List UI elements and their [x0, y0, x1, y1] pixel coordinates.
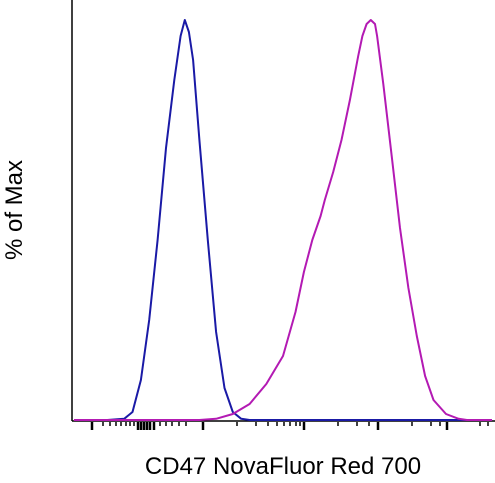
- series-line-0: [74, 19, 492, 421]
- x-axis-label: CD47 NovaFluor Red 700: [145, 453, 421, 480]
- plot-area: [71, 0, 495, 430]
- y-axis-label: % of Max: [1, 160, 28, 260]
- series-line-1: [74, 19, 492, 421]
- x-axis-ticks: [90, 422, 489, 430]
- series-layer: [74, 19, 492, 421]
